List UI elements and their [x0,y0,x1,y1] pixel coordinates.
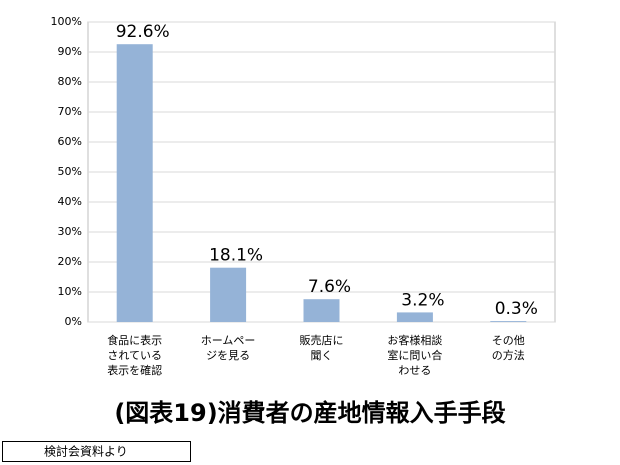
value-label: 18.1% [209,246,263,266]
bar [116,44,153,322]
y-tick-label: 60% [58,135,82,148]
y-tick-label: 30% [58,225,82,238]
value-label: 3.2% [401,290,444,310]
value-label: 7.6% [308,277,351,297]
y-tick-label: 10% [58,285,82,298]
value-label: 92.6% [116,22,170,42]
x-tick-label: お客様相談室に問い合わせる [387,333,442,377]
y-tick-label: 100% [51,15,82,28]
y-tick-label: 80% [58,75,82,88]
chart-title: (図表19)消費者の産地情報入手手段 [114,399,505,427]
bar [490,321,527,322]
y-tick-label: 90% [58,45,82,58]
x-tick-label: ホームページを見る [201,334,256,362]
y-tick-label: 20% [58,255,82,268]
source: 検討会資料より [44,444,128,459]
bar [210,267,247,322]
x-tick-label: 食品に表示されている表示を確認 [107,333,162,377]
source-box [2,441,191,462]
y-tick-label: 0% [65,315,82,328]
y-tick-label: 50% [58,165,82,178]
x-tick-label: その他の方法 [492,334,525,362]
x-tick-label: 販売店に聞く [300,333,344,362]
y-tick-label: 70% [58,105,82,118]
value-label: 0.3% [495,299,538,319]
bar [303,299,340,322]
bar [396,312,433,322]
y-tick-label: 40% [58,195,82,208]
